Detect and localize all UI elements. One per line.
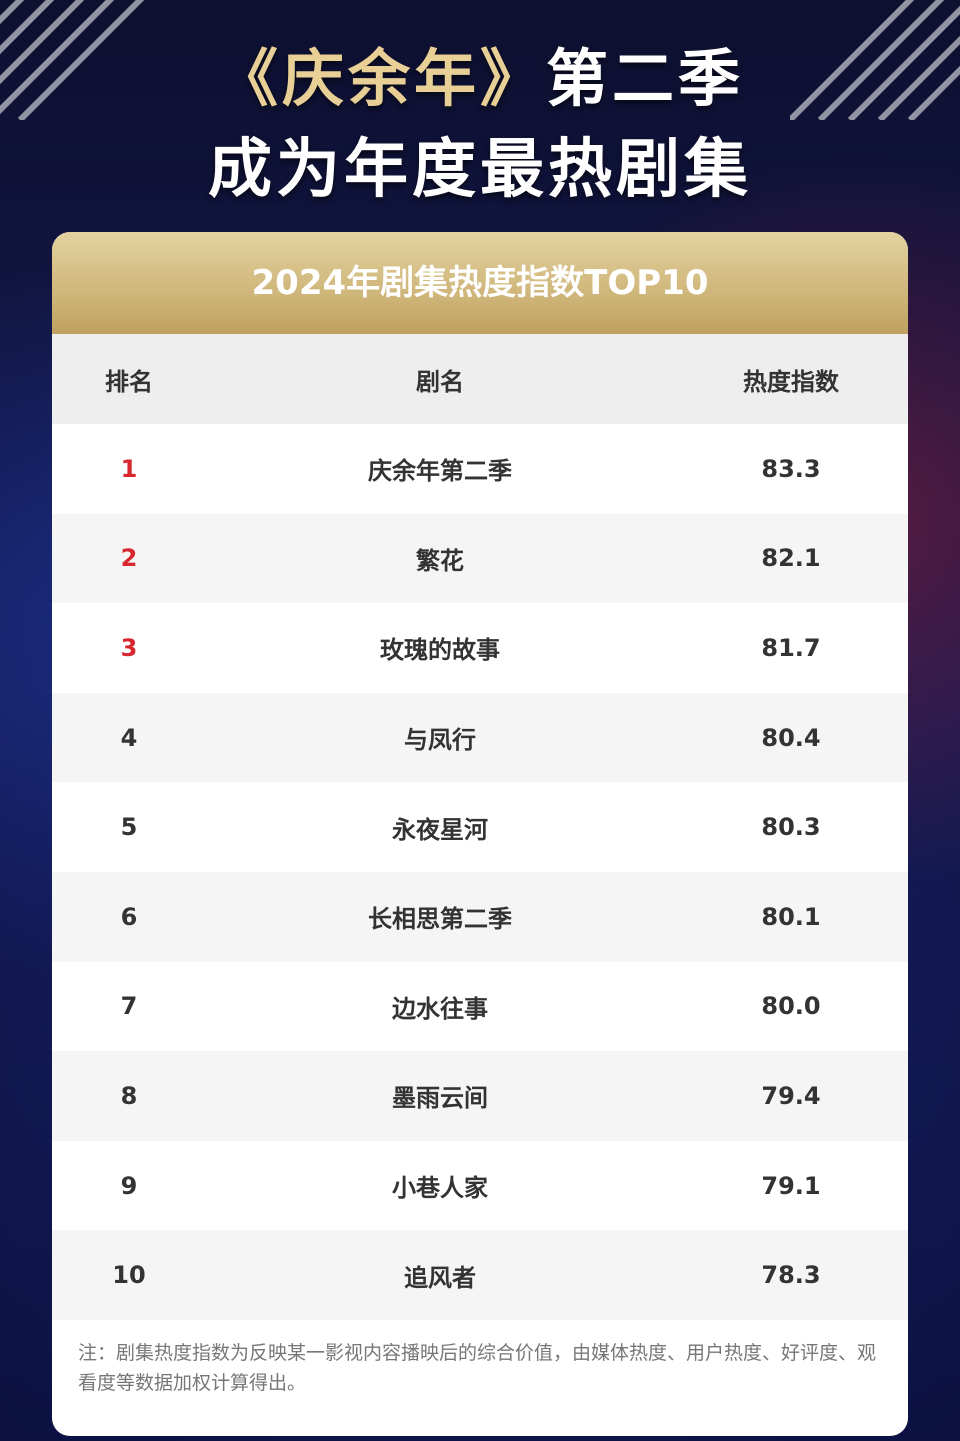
decorative-stripes-right (790, 0, 960, 120)
score-cell: 81.7 (761, 633, 821, 662)
title-cell: 边水往事 (392, 994, 488, 1023)
table-row: 4 与凤行 80.4 (52, 692, 908, 783)
decorative-stripes-left (0, 0, 145, 120)
ranking-card: 2024年剧集热度指数TOP10 排名 剧名 热度指数 1 庆余年第二季 83.… (52, 232, 908, 1436)
rank-cell: 8 (120, 1081, 138, 1110)
score-cell: 80.0 (761, 992, 821, 1021)
score-cell: 80.1 (761, 902, 821, 931)
title-cell: 与凤行 (404, 726, 476, 755)
headline-line-1: 《庆余年》第二季 (0, 28, 960, 118)
title-cell: 墨雨云间 (392, 1084, 488, 1113)
score-cell: 80.4 (761, 723, 821, 752)
headline-line-2: 成为年度最热剧集 (208, 133, 752, 207)
table-row: 9 小巷人家 79.1 (52, 1140, 908, 1231)
score-cell: 79.4 (761, 1081, 821, 1110)
title-cell: 长相思第二季 (368, 905, 512, 934)
score-cell: 82.1 (761, 544, 821, 573)
title-cell: 庆余年第二季 (368, 457, 512, 486)
table-row: 7 边水往事 80.0 (52, 961, 908, 1052)
table-header: 排名 剧名 热度指数 (52, 334, 908, 424)
score-cell: 83.3 (761, 454, 821, 483)
title-cell: 小巷人家 (392, 1174, 488, 1203)
rank-cell: 2 (120, 544, 138, 573)
rank-cell: 3 (120, 633, 138, 662)
title-cell: 追风者 (404, 1263, 476, 1292)
headline-show-title: 《庆余年》 (215, 42, 546, 115)
rank-cell: 5 (120, 813, 138, 842)
table-row: 8 墨雨云间 79.4 (52, 1051, 908, 1141)
table-row: 5 永夜星河 80.3 (52, 782, 908, 872)
column-header-rank: 排名 (105, 367, 153, 396)
table-row: 6 长相思第二季 80.1 (52, 871, 908, 962)
rank-cell: 7 (120, 992, 138, 1021)
title-cell: 玫瑰的故事 (380, 636, 500, 665)
rank-cell: 9 (120, 1171, 138, 1200)
rank-cell: 1 (120, 454, 138, 483)
table-row: 1 庆余年第二季 83.3 (52, 424, 908, 514)
column-header-score: 热度指数 (743, 367, 839, 396)
rank-cell: 4 (120, 723, 138, 752)
table-row: 2 繁花 82.1 (52, 513, 908, 604)
score-cell: 80.3 (761, 813, 821, 842)
headline-season: 第二季 (546, 42, 745, 115)
rank-cell: 6 (120, 902, 138, 931)
table-row: 3 玫瑰的故事 81.7 (52, 603, 908, 693)
score-cell: 79.1 (761, 1171, 821, 1200)
table-row: 10 追风者 78.3 (52, 1230, 908, 1320)
title-cell: 繁花 (416, 546, 464, 575)
title-cell: 永夜星河 (392, 815, 488, 844)
rank-cell: 10 (112, 1261, 146, 1290)
card-title: 2024年剧集热度指数TOP10 (52, 232, 908, 334)
footnote: 注：剧集热度指数为反映某一影视内容播映后的综合价值，由媒体热度、用户热度、好评度… (78, 1341, 877, 1394)
column-header-name: 剧名 (416, 367, 464, 396)
score-cell: 78.3 (761, 1261, 821, 1290)
